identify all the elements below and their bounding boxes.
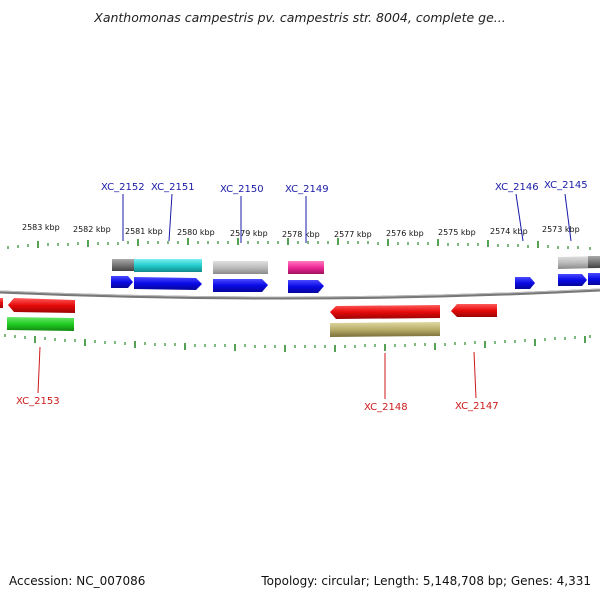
accession-text: Accession: NC_007086 (9, 574, 146, 588)
gene-label-xc-2146[interactable]: XC_2146 (495, 182, 539, 193)
genome-summary-text: Topology: circular; Length: 5,148,708 bp… (261, 574, 591, 588)
gene-label-xc-2153[interactable]: XC_2153 (16, 396, 60, 407)
gene-label-xc-2145[interactable]: XC_2145 (544, 180, 588, 191)
leader-line (168, 193, 173, 242)
leader-line (473, 351, 477, 399)
forward-cds-arrow[interactable] (213, 279, 268, 292)
reverse-cds-row (0, 298, 497, 319)
scale-label: 2581 kbp (125, 227, 163, 236)
scale-label: 2574 kbp (490, 227, 528, 236)
top-major-ticks (37, 238, 539, 248)
gene-label-xc-2151[interactable]: XC_2151 (151, 182, 195, 193)
scale-labels: 2583 kbp 2582 kbp 2581 kbp 2580 kbp 2579… (22, 223, 580, 239)
feature-block[interactable] (213, 261, 268, 274)
scale-label: 2577 kbp (334, 230, 372, 239)
map-title: Xanthomonas campestris pv. campestris st… (94, 10, 506, 25)
gene-label-xc-2147[interactable]: XC_2147 (455, 401, 499, 412)
forward-cds-row (111, 273, 600, 293)
top-leader-lines (122, 193, 572, 243)
scale-label: 2578 kbp (282, 230, 320, 239)
leader-line (515, 193, 524, 242)
feature-block[interactable] (7, 317, 74, 331)
lower-annotation-row (7, 317, 440, 337)
reverse-cds-arrow[interactable] (0, 298, 3, 308)
top-tick-ring (7, 238, 591, 250)
leader-line (564, 193, 572, 242)
top-gene-labels: XC_2152 XC_2151 XC_2150 XC_2149 XC_2146 … (101, 180, 588, 195)
backbone-arc (0, 288, 600, 300)
reverse-cds-arrow[interactable] (451, 304, 497, 317)
feature-block[interactable] (330, 322, 440, 337)
gene-label-xc-2152[interactable]: XC_2152 (101, 182, 145, 193)
feature-block[interactable] (588, 256, 600, 268)
feature-block[interactable] (288, 261, 324, 274)
forward-cds-arrow[interactable] (588, 273, 600, 285)
scale-label: 2575 kbp (438, 228, 476, 237)
upper-annotation-row (112, 256, 600, 274)
scale-label: 2582 kbp (73, 225, 111, 234)
bottom-tick-ring (4, 334, 591, 352)
scale-label: 2579 kbp (230, 229, 268, 238)
feature-block[interactable] (134, 259, 202, 272)
leader-line (37, 346, 41, 394)
forward-cds-arrow[interactable] (515, 277, 535, 289)
reverse-cds-arrow[interactable] (8, 298, 75, 313)
feature-block[interactable] (112, 259, 134, 271)
bottom-gene-labels: XC_2153 XC_2148 XC_2147 (16, 396, 499, 413)
reverse-cds-arrow[interactable] (330, 305, 440, 319)
scale-label: 2573 kbp (542, 225, 580, 234)
gene-label-xc-2148[interactable]: XC_2148 (364, 402, 408, 413)
scale-label: 2580 kbp (177, 228, 215, 237)
forward-cds-arrow[interactable] (558, 274, 587, 286)
forward-cds-arrow[interactable] (111, 276, 133, 288)
scale-label: 2576 kbp (386, 229, 424, 238)
bottom-leader-lines (37, 346, 477, 399)
top-minor-ticks (7, 241, 591, 250)
gene-label-xc-2150[interactable]: XC_2150 (220, 184, 264, 195)
backbone-arc-highlight (0, 288, 600, 298)
forward-cds-arrow[interactable] (288, 280, 324, 293)
bottom-major-ticks (34, 336, 586, 352)
bottom-minor-ticks (4, 334, 591, 348)
scale-label: 2583 kbp (22, 223, 60, 232)
forward-cds-arrow[interactable] (134, 277, 202, 290)
gene-label-xc-2149[interactable]: XC_2149 (285, 184, 329, 195)
